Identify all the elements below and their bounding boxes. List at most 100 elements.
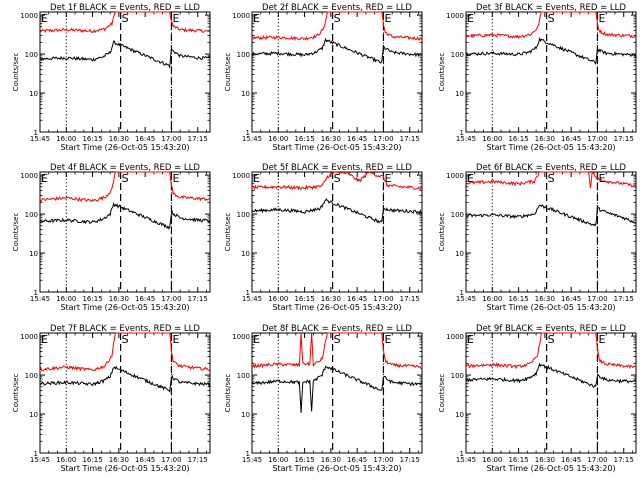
x-tick-label: 15:45	[456, 295, 476, 303]
interval-marker-label: E	[41, 333, 48, 346]
y-tick-label: 10	[29, 90, 38, 98]
y-tick-label: 100	[25, 51, 38, 59]
interval-marker-label: E	[598, 333, 605, 346]
y-tick-label: 1000	[232, 333, 250, 341]
x-tick-label: 16:30	[535, 135, 555, 143]
interval-marker-label: S	[334, 12, 341, 25]
chart-panel: Det 8f BLACK = Events, RED = LLD 1 10 100 10…	[224, 324, 423, 473]
x-tick-label: 16:30	[109, 456, 129, 464]
plot-frame	[251, 11, 423, 133]
plot-frame	[251, 171, 423, 293]
x-tick-label: 16:45	[561, 295, 581, 303]
chart-title: Det 5f BLACK = Events, RED = LLD	[262, 163, 412, 173]
x-tick-label: 15:45	[242, 135, 262, 143]
x-tick-label: 17:00	[587, 456, 607, 464]
x-tick-label: 16:45	[135, 135, 155, 143]
y-tick-label: 10	[241, 411, 250, 419]
y-tick-label: 10	[241, 250, 250, 258]
x-tick-label: 17:15	[400, 456, 420, 464]
lld-rate-line	[251, 171, 423, 191]
x-tick-label: 17:00	[587, 295, 607, 303]
x-tick-label: 16:15	[82, 135, 102, 143]
x-tick-label: 16:15	[294, 295, 314, 303]
y-tick-label: 1000	[446, 333, 464, 341]
y-tick-label: 1	[34, 289, 38, 297]
interval-marker-label: E	[467, 333, 474, 346]
x-tick-label: 17:15	[614, 295, 634, 303]
chart-panel: Det 1f BLACK = Events, RED = LLD 1 10 100 10…	[12, 3, 211, 152]
y-tick-label: 1	[246, 450, 250, 458]
interval-marker-label: S	[122, 333, 129, 346]
interval-marker-label: E	[467, 12, 474, 25]
x-tick-label: 17:15	[400, 135, 420, 143]
y-axis-label: Counts/sec	[224, 213, 232, 252]
x-tick-label: 16:00	[56, 456, 76, 464]
x-tick-label: 16:15	[294, 456, 314, 464]
chart-panel: Det 3f BLACK = Events, RED = LLD 1 10 100 10…	[438, 3, 637, 152]
chart-title: Det 1f BLACK = Events, RED = LLD	[50, 3, 200, 13]
x-tick-label: 15:45	[242, 295, 262, 303]
y-tick-label: 100	[25, 372, 38, 380]
y-tick-label: 1000	[232, 172, 250, 180]
x-tick-label: 16:30	[321, 295, 341, 303]
x-tick-label: 16:30	[109, 295, 129, 303]
x-tick-label: 16:30	[535, 295, 555, 303]
x-tick-label: 17:00	[587, 135, 607, 143]
x-tick-label: 17:00	[373, 295, 393, 303]
y-tick-label: 1	[460, 129, 464, 137]
x-axis-label: Start Time (26-Oct-05 15:43:20)	[486, 303, 615, 312]
x-axis-label: Start Time (26-Oct-05 15:43:20)	[60, 303, 189, 312]
y-axis-label: Counts/sec	[224, 53, 232, 92]
x-tick-label: 15:45	[456, 135, 476, 143]
x-tick-label: 16:00	[482, 456, 502, 464]
chart-title: Det 3f BLACK = Events, RED = LLD	[476, 3, 626, 13]
y-axis-label: Counts/sec	[12, 213, 20, 252]
y-tick-label: 10	[455, 90, 464, 98]
y-axis-label: Counts/sec	[438, 374, 446, 413]
interval-marker-label: E	[172, 12, 179, 25]
chart-panel: Det 4f BLACK = Events, RED = LLD 1 10 100 10…	[12, 163, 211, 312]
x-tick-label: 16:00	[268, 456, 288, 464]
lld-rate-line	[39, 171, 211, 203]
x-axis-label: Start Time (26-Oct-05 15:43:20)	[60, 143, 189, 152]
events-rate-line	[465, 36, 637, 65]
interval-marker-label: S	[548, 333, 555, 346]
y-tick-label: 1000	[232, 12, 250, 20]
events-rate-line	[39, 40, 211, 69]
interval-marker-label: E	[467, 172, 474, 185]
x-tick-label: 16:15	[82, 295, 102, 303]
y-tick-label: 1	[460, 289, 464, 297]
lld-rate-line	[465, 11, 637, 40]
x-tick-label: 15:45	[242, 456, 262, 464]
lld-rate-line	[465, 332, 637, 370]
x-tick-label: 16:30	[321, 135, 341, 143]
x-tick-label: 17:00	[373, 135, 393, 143]
y-tick-label: 100	[451, 51, 464, 59]
chart-title: Det 7f BLACK = Events, RED = LLD	[50, 324, 200, 334]
y-tick-label: 1000	[446, 12, 464, 20]
x-tick-label: 16:00	[482, 295, 502, 303]
x-tick-label: 16:15	[508, 135, 528, 143]
plot-frame	[39, 332, 211, 454]
events-rate-line	[465, 362, 637, 388]
x-tick-label: 16:45	[347, 295, 367, 303]
x-tick-label: 17:15	[188, 135, 208, 143]
chart-title: Det 8f BLACK = Events, RED = LLD	[262, 324, 412, 334]
y-tick-label: 100	[237, 211, 250, 219]
x-tick-label: 16:00	[56, 295, 76, 303]
interval-marker-label: S	[334, 172, 341, 185]
events-rate-line	[39, 365, 211, 393]
interval-marker-label: E	[253, 12, 260, 25]
y-tick-label: 100	[451, 372, 464, 380]
interval-marker-label: E	[598, 172, 605, 185]
x-tick-label: 16:45	[347, 456, 367, 464]
interval-marker-label: S	[548, 12, 555, 25]
y-tick-label: 10	[455, 411, 464, 419]
lld-rate-line	[465, 170, 637, 189]
events-rate-line	[251, 37, 423, 64]
interval-marker-label: E	[384, 172, 391, 185]
x-axis-label: Start Time (26-Oct-05 15:43:20)	[272, 303, 401, 312]
x-tick-label: 16:45	[561, 456, 581, 464]
x-tick-label: 16:45	[135, 295, 155, 303]
x-tick-label: 16:00	[56, 135, 76, 143]
